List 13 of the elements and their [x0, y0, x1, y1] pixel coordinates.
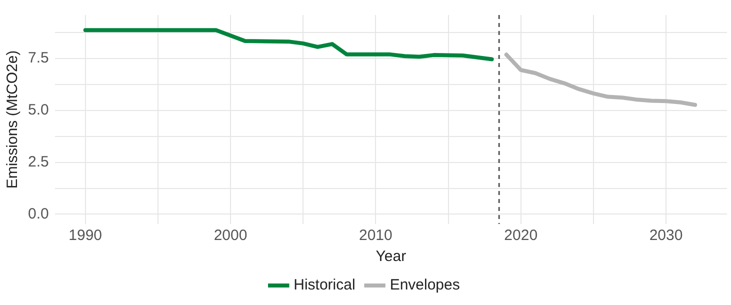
- x-tick-label: 2030: [649, 227, 683, 244]
- y-tick-label: 7.5: [28, 50, 49, 67]
- legend-label: Historical: [294, 276, 356, 294]
- x-tick-label: 2000: [214, 227, 248, 244]
- x-tick-label: 1990: [68, 227, 102, 244]
- y-tick-label: 5.0: [28, 102, 49, 119]
- y-tick-label: 2.5: [28, 154, 49, 170]
- x-tick-label: 2020: [504, 227, 538, 244]
- x-axis-title: Year: [376, 248, 406, 266]
- y-axis-title: Emissions (MtCO2e): [4, 50, 22, 189]
- y-tick-label: 0.0: [28, 205, 49, 222]
- x-tick-label: 2010: [358, 227, 392, 244]
- legend-label: Envelopes: [390, 276, 460, 294]
